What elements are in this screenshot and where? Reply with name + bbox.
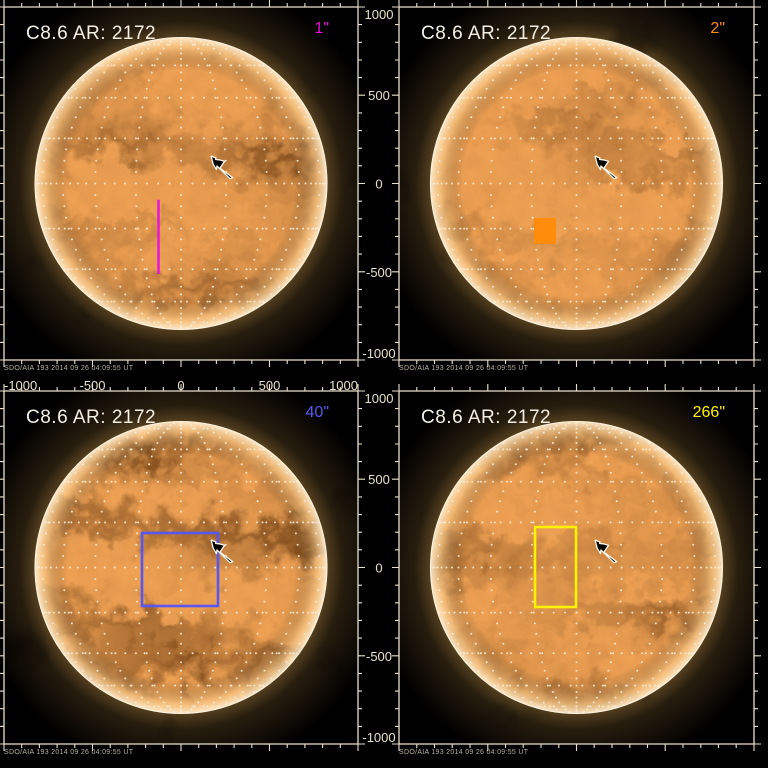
svg-text:C8.6 AR: 2172: C8.6 AR: 2172 [26,407,156,428]
svg-text:SDO/AIA 193 2014 09 26: SDO/AIA 193 2014 09 26 04:09:55 UT [399,365,529,372]
svg-text:2": 2" [710,20,725,37]
svg-text:C8.6 AR: 2172: C8.6 AR: 2172 [26,23,156,44]
svg-text:C8.6 AR: 2172: C8.6 AR: 2172 [421,407,551,428]
svg-text:1": 1" [314,20,329,37]
svg-text:SDO/AIA 193 2014 09 26: SDO/AIA 193 2014 09 26 04:09:55 UT [4,365,134,372]
svg-text:SDO/AIA 193 2014 09 26: SDO/AIA 193 2014 09 26 04:09:55 UT [399,749,529,756]
svg-text:SDO/AIA 193 2014 09 26: SDO/AIA 193 2014 09 26 04:09:55 UT [4,749,134,756]
svg-text:40": 40" [306,404,329,421]
svg-text:C8.6 AR: 2172: C8.6 AR: 2172 [421,23,551,44]
svg-text:266": 266" [693,404,725,421]
